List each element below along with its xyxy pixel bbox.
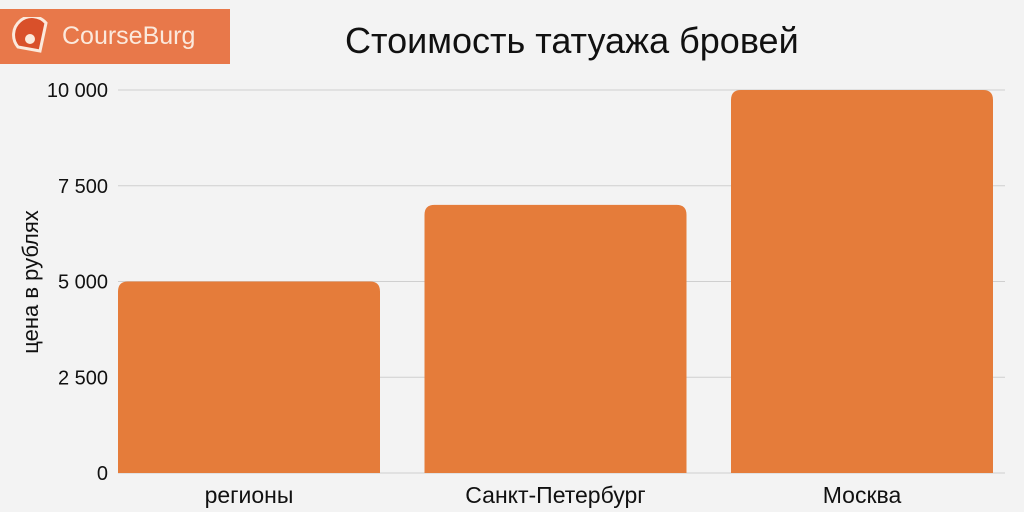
bar — [424, 204, 687, 473]
x-category-label: Москва — [823, 482, 902, 508]
x-category-label: Санкт-Петербург — [465, 482, 645, 508]
y-tick-label: 5 000 — [58, 272, 108, 294]
logo-text: CourseBurg — [62, 22, 196, 50]
y-tick-label: 10 000 — [47, 80, 108, 102]
y-tick-label: 7 500 — [58, 176, 108, 198]
bar — [118, 281, 380, 473]
logo-icon — [12, 16, 48, 53]
x-category-label: регионы — [205, 482, 294, 508]
y-tick-label: 2 500 — [58, 367, 108, 389]
bar — [731, 90, 993, 473]
coursburg-logo: CourseBurg — [0, 9, 230, 64]
chart-title: Стоимость татуажа бровей — [345, 20, 799, 61]
y-tick-label: 0 — [97, 463, 108, 485]
